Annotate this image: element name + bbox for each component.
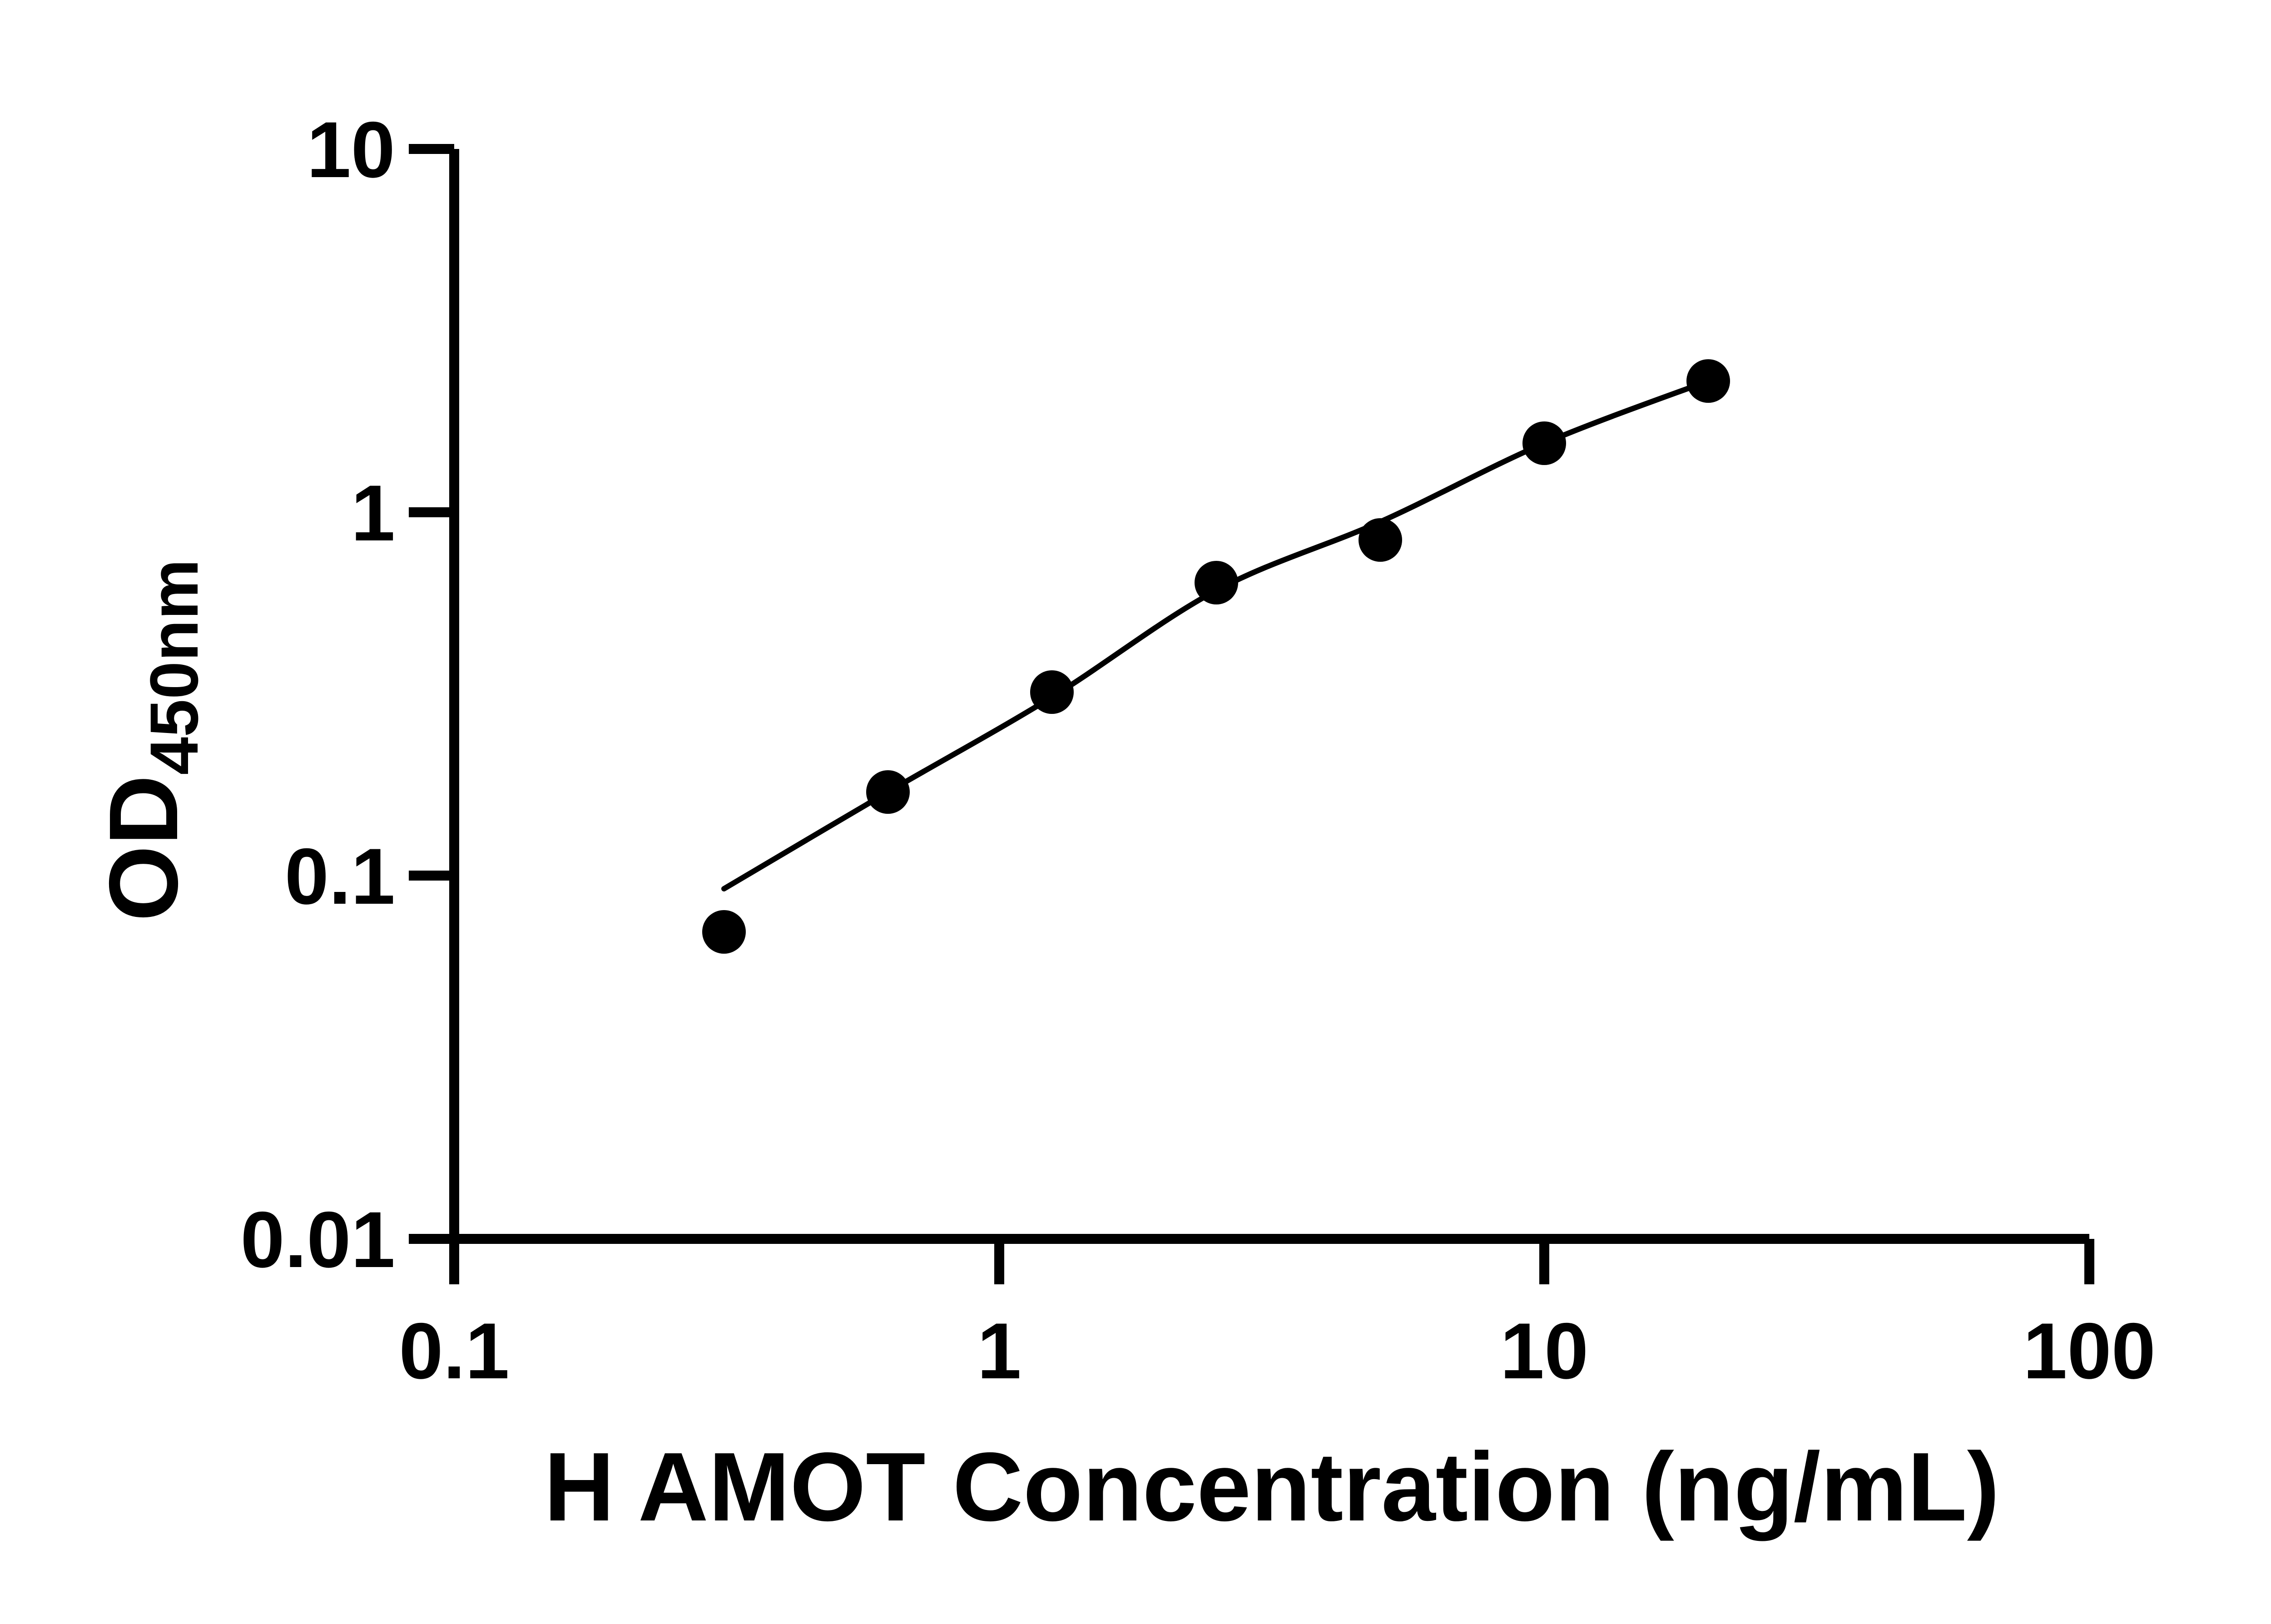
data-point — [1195, 561, 1238, 604]
y-tick-label: 10 — [307, 106, 395, 194]
data-point — [702, 910, 746, 954]
y-tick-labels: 10 1 0.1 0.01 — [240, 106, 395, 1284]
axis-frame — [449, 149, 2089, 1244]
x-axis-title: H AMOT Concentration (ng/mL) — [544, 1432, 2000, 1541]
data-point — [866, 770, 910, 814]
y-axis-title-subscript: 450nm — [136, 559, 212, 775]
tick-marks — [409, 144, 2094, 1284]
x-tick-label: 0.1 — [399, 1307, 509, 1396]
data-point — [1030, 670, 1074, 714]
data-points — [702, 359, 1730, 954]
x-tick-label: 1 — [977, 1307, 1021, 1396]
x-tick-label: 100 — [2023, 1307, 2156, 1396]
axes — [449, 149, 2089, 1244]
y-tick-label: 1 — [351, 469, 395, 558]
y-axis-title-main: OD — [89, 775, 198, 921]
y-axis-title: OD450nm — [89, 559, 212, 921]
x-tick-labels: 0.1 1 10 100 — [399, 1307, 2156, 1396]
data-point — [1522, 421, 1566, 465]
x-tick-label: 10 — [1500, 1307, 1589, 1396]
y-tick-label: 0.1 — [285, 832, 395, 921]
y-tick-label: 0.01 — [240, 1196, 395, 1284]
data-point — [1686, 359, 1730, 403]
data-point — [1359, 518, 1402, 562]
